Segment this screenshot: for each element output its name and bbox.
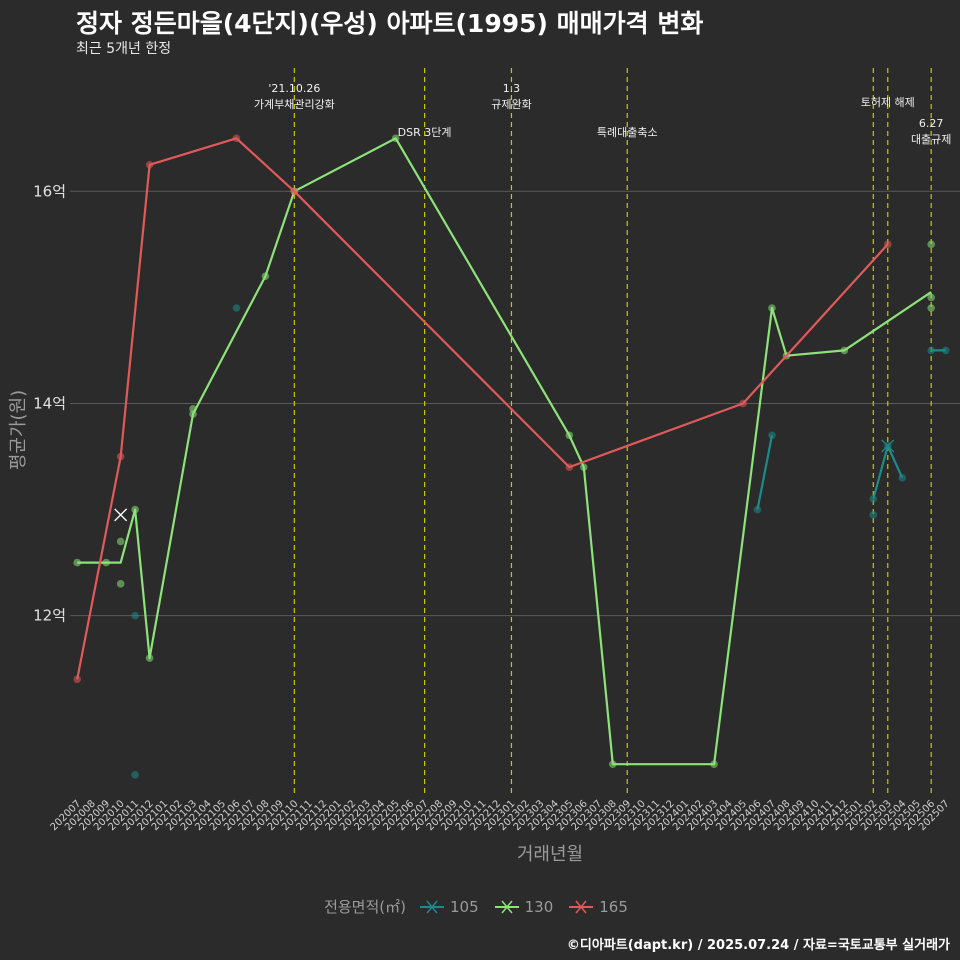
- event-label: DSR 3단계: [398, 126, 452, 139]
- data-point-130: [927, 293, 935, 302]
- event-label: 규제완화: [491, 98, 531, 111]
- event-label: 토허제 해제: [861, 95, 915, 109]
- data-point-105: [869, 511, 878, 519]
- event-label: 가계부채관리강화: [254, 98, 335, 111]
- data-point-105: [131, 611, 139, 620]
- legend-item-165: 165: [569, 898, 628, 916]
- y-tick-label: 16억: [33, 182, 66, 200]
- series-line-105: [756, 349, 946, 510]
- chart-title: 정자 정든마을(4단지)(우성) 아파트(1995) 매매가격 변화: [76, 9, 704, 38]
- data-point-105: [131, 770, 139, 779]
- data-point-105: [898, 473, 907, 482]
- event-label: 대출규제: [911, 133, 951, 146]
- legend-swatch-165-icon: [569, 900, 594, 913]
- legend-label-105: 105: [449, 897, 479, 916]
- source-caption: ©디아파트(dapt.kr) / 2025.07.24 / 자료=국토교통부 실…: [566, 938, 950, 953]
- cross-marker-105: [881, 439, 895, 453]
- legend-item-105: 105: [419, 897, 479, 916]
- y-axis-title: 평균가(원): [8, 390, 29, 470]
- series-line-130: [77, 137, 932, 766]
- legend-label-165: 165: [599, 897, 628, 916]
- data-point-130: [927, 304, 935, 312]
- event-label: 1.3: [503, 82, 521, 95]
- data-point-105: [232, 304, 241, 312]
- legend-label-130: 130: [524, 897, 554, 916]
- data-point-130: [116, 537, 125, 546]
- chart-subtitle: 최근 5개년 한정: [76, 41, 172, 57]
- legend-swatch-130-icon: [494, 900, 519, 913]
- data-point-105: [927, 346, 935, 355]
- cross-marker-130: [114, 508, 128, 522]
- legend: 전용면적(㎡) 105 130 165: [0, 896, 960, 917]
- series-line-165: [76, 137, 889, 680]
- data-point-130: [927, 240, 935, 249]
- event-label: '21.10.26: [268, 82, 320, 95]
- event-label: 6.27: [919, 117, 944, 130]
- x-axis-title: 거래년월: [517, 844, 583, 865]
- event-label: 특례대출축소: [597, 126, 658, 139]
- y-tick-label: 14억: [33, 394, 66, 412]
- legend-swatch-105-icon: [419, 900, 444, 913]
- data-point-130: [116, 580, 125, 588]
- y-tick-label: 12억: [33, 607, 66, 625]
- legend-title: 전용면적(㎡): [324, 898, 406, 916]
- legend-item-130: 130: [494, 897, 554, 916]
